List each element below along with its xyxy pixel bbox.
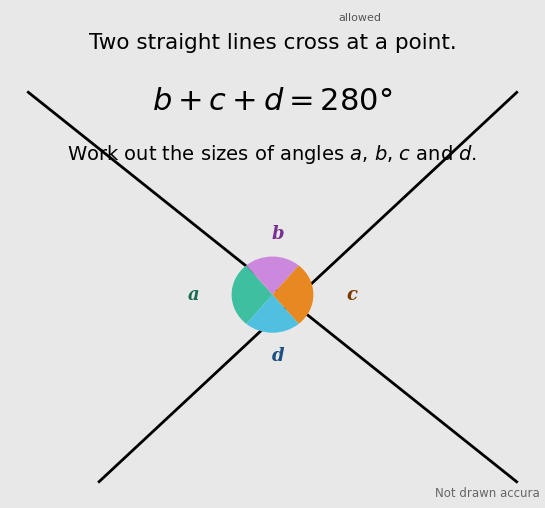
Wedge shape	[246, 295, 299, 333]
Text: a: a	[187, 285, 199, 304]
Text: Work out the sizes of angles $a$, $b$, $c$ and $d$.: Work out the sizes of angles $a$, $b$, $…	[68, 143, 477, 167]
Text: allowed: allowed	[338, 13, 381, 23]
Text: Not drawn accura: Not drawn accura	[435, 487, 540, 500]
Text: b: b	[271, 225, 284, 243]
Wedge shape	[232, 266, 272, 324]
Text: Two straight lines cross at a point.: Two straight lines cross at a point.	[89, 33, 456, 53]
Text: c: c	[346, 285, 357, 304]
Wedge shape	[272, 266, 313, 324]
Text: d: d	[271, 346, 284, 365]
Text: $b + c + d = 280°$: $b + c + d = 280°$	[153, 86, 392, 117]
Wedge shape	[246, 257, 299, 295]
